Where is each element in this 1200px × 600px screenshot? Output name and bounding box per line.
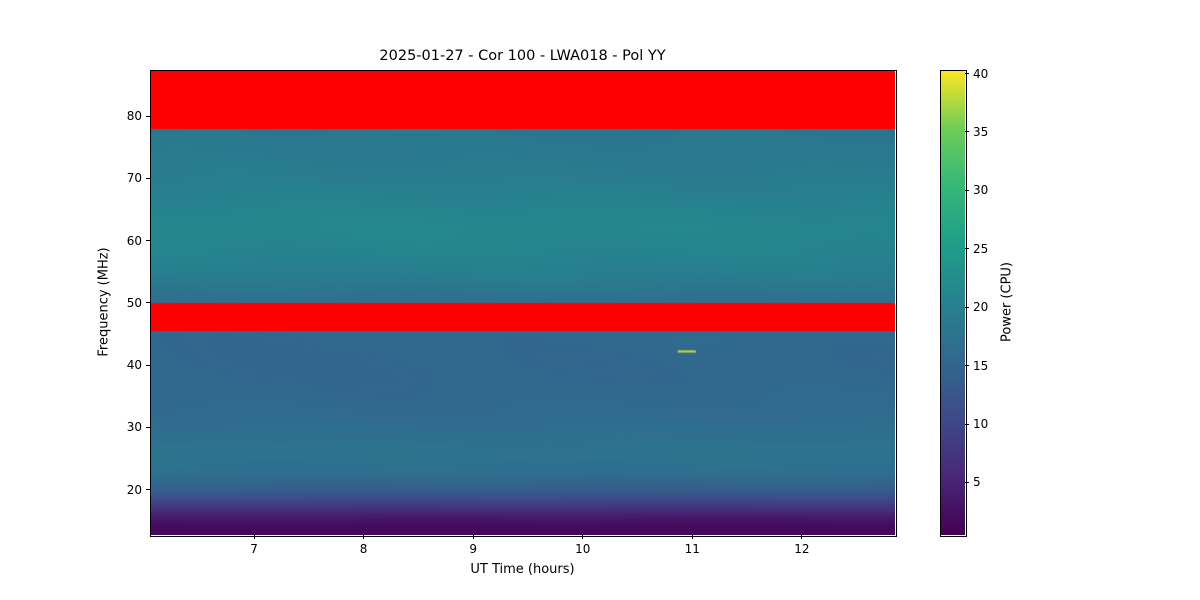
colorbar-canvas [940, 70, 965, 535]
x-tick-label: 12 [794, 542, 810, 556]
chart-title: 2025-01-27 - Cor 100 - LWA018 - Pol YY [379, 48, 666, 64]
colorbar-tick-label: 40 [973, 66, 989, 81]
x-tick-label: 9 [469, 542, 477, 556]
colorbar-tick-label: 10 [973, 417, 989, 431]
colorbar-tick-mark [965, 248, 969, 250]
y-tick-mark [146, 426, 150, 428]
colorbar-tick-mark [965, 365, 969, 367]
y-tick-mark [146, 115, 150, 117]
colorbar-tick-mark [965, 131, 969, 133]
colorbar-tick-label: 20 [973, 300, 989, 315]
x-tick-mark [691, 535, 693, 539]
x-tick-mark [253, 535, 255, 539]
colorbar-tick-label: 35 [973, 124, 989, 139]
colorbar-tick-mark [965, 306, 969, 308]
y-tick-mark [146, 240, 150, 242]
colorbar-tick-label: 30 [973, 183, 989, 198]
y-tick-label: 50 [126, 295, 142, 310]
y-tick-label: 30 [126, 420, 142, 435]
y-tick-label: 70 [126, 171, 142, 186]
x-tick-mark [363, 535, 365, 539]
x-tick-label: 8 [359, 542, 368, 556]
colorbar-tick-label: 15 [973, 358, 989, 373]
y-tick-label: 20 [126, 482, 142, 497]
x-tick-mark [472, 535, 474, 539]
heatmap-canvas [150, 70, 895, 535]
colorbar-tick-mark [965, 73, 969, 74]
y-tick-label: 60 [126, 233, 142, 248]
x-tick-label: 11 [684, 542, 700, 556]
y-tick-label: 80 [126, 109, 142, 124]
y-tick-mark [146, 364, 150, 366]
y-tick-label: 40 [126, 358, 142, 373]
x-tick-mark [801, 535, 803, 539]
x-tick-mark [582, 535, 584, 539]
colorbar-tick-label: 25 [973, 241, 989, 256]
x-tick-label: 10 [575, 542, 591, 556]
y-tick-mark [146, 177, 150, 179]
colorbar-tick-mark [965, 423, 969, 425]
colorbar-tick-mark [965, 189, 969, 191]
colorbar-tick-mark [965, 481, 969, 483]
x-tick-label: 7 [250, 542, 258, 556]
colorbar-tick-label: 5 [973, 475, 981, 490]
y-tick-mark [146, 302, 150, 304]
y-tick-mark [146, 489, 150, 491]
x-axis-label: UT Time (hours) [470, 562, 575, 577]
